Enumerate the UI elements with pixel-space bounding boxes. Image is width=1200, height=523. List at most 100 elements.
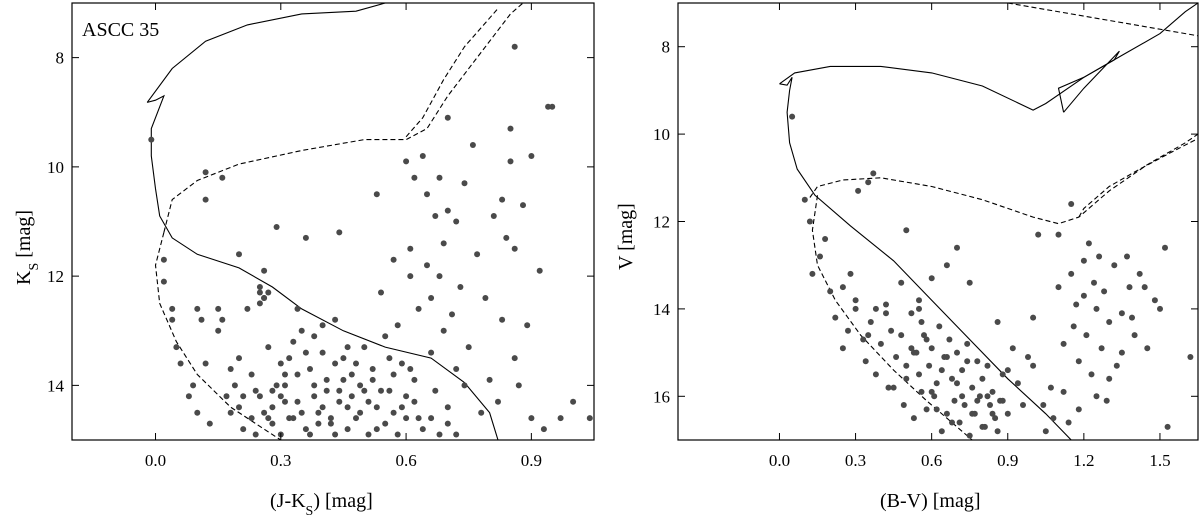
left-y-tick-label: 12 bbox=[47, 267, 64, 286]
right-star-point bbox=[1060, 388, 1067, 395]
left-star-point bbox=[386, 355, 393, 362]
left-star-point bbox=[557, 415, 564, 422]
right-star-point bbox=[916, 305, 922, 312]
right-star-point bbox=[961, 402, 968, 408]
right-star-point bbox=[994, 319, 1001, 325]
left-star-point bbox=[503, 234, 510, 241]
right-isochrone-solid bbox=[779, 77, 1072, 440]
left-star-point bbox=[286, 355, 293, 362]
left-star-point bbox=[332, 316, 339, 323]
right-star-point bbox=[893, 354, 900, 360]
right-star-point bbox=[885, 384, 892, 391]
left-star-point bbox=[344, 404, 351, 411]
left-star-point bbox=[240, 393, 247, 400]
left-star-point bbox=[403, 393, 410, 400]
right-star-point bbox=[933, 406, 940, 413]
right-star-point bbox=[949, 375, 955, 382]
left-isochrone-dashed-lower bbox=[154, 232, 282, 440]
right-star-point bbox=[1164, 423, 1171, 430]
left-star-point bbox=[277, 360, 284, 367]
right-star-point bbox=[1075, 358, 1082, 365]
right-star-point bbox=[827, 288, 834, 295]
left-star-point bbox=[444, 207, 451, 214]
right-star-point bbox=[860, 336, 867, 343]
right-star-point bbox=[1068, 270, 1075, 277]
left-star-point bbox=[198, 316, 205, 323]
left-star-point bbox=[495, 398, 501, 405]
right-star-point bbox=[918, 319, 925, 325]
right-star-point bbox=[1129, 314, 1135, 321]
right-star-point bbox=[1106, 375, 1113, 382]
left-star-point bbox=[202, 360, 209, 367]
left-star-point bbox=[265, 415, 272, 422]
left-star-point bbox=[294, 371, 301, 378]
left-star-point bbox=[432, 213, 439, 219]
right-star-point bbox=[1073, 301, 1080, 308]
left-star-point bbox=[256, 284, 263, 290]
left-star-point bbox=[586, 415, 593, 422]
right-star-point bbox=[908, 345, 915, 352]
right-star-point bbox=[870, 170, 877, 177]
right-star-point bbox=[979, 423, 986, 430]
left-star-point bbox=[524, 322, 531, 329]
left-star-point bbox=[311, 393, 318, 400]
right-star-point bbox=[877, 340, 884, 347]
left-star-point bbox=[240, 426, 247, 433]
left-star-point bbox=[336, 229, 343, 236]
right-star-point bbox=[974, 397, 981, 404]
left-x-tick-label: 0.6 bbox=[395, 451, 416, 470]
left-star-point bbox=[336, 398, 343, 405]
left-star-point bbox=[323, 387, 330, 394]
left-star-point bbox=[373, 191, 380, 198]
left-star-point bbox=[457, 284, 464, 290]
right-star-point bbox=[923, 406, 930, 413]
right-star-point bbox=[898, 332, 905, 339]
left-star-point bbox=[290, 338, 297, 345]
right-plot-frame bbox=[677, 2, 1199, 441]
right-star-point bbox=[928, 345, 935, 352]
right-star-point bbox=[1136, 270, 1143, 277]
left-star-point bbox=[223, 393, 230, 400]
right-star-point bbox=[801, 196, 808, 203]
right-x-tick-label: 0.9 bbox=[997, 451, 1018, 470]
left-star-point bbox=[390, 409, 397, 416]
right-star-point bbox=[989, 388, 996, 395]
left-star-point bbox=[202, 169, 209, 176]
left-star-point bbox=[407, 366, 414, 372]
left-star-point bbox=[248, 415, 255, 422]
left-star-point bbox=[319, 404, 326, 411]
left-star-point bbox=[269, 387, 276, 394]
left-star-point bbox=[373, 426, 380, 433]
left-star-point bbox=[319, 349, 326, 356]
left-star-point bbox=[428, 295, 435, 301]
right-star-point bbox=[969, 384, 976, 391]
left-star-point bbox=[507, 158, 514, 165]
left-star-point bbox=[261, 267, 268, 274]
left-star-point bbox=[227, 409, 234, 416]
right-star-point bbox=[1014, 380, 1021, 387]
left-star-point bbox=[311, 333, 318, 340]
right-star-point bbox=[1020, 402, 1026, 408]
left-star-point bbox=[273, 224, 280, 230]
right-star-point bbox=[943, 262, 950, 269]
left-y-tick-label: 8 bbox=[56, 49, 65, 68]
left-star-point bbox=[273, 382, 280, 389]
left-star-point bbox=[323, 376, 330, 383]
left-star-point bbox=[449, 311, 455, 318]
left-star-point bbox=[227, 366, 234, 372]
left-star-point bbox=[365, 398, 372, 405]
left-star-point bbox=[219, 174, 226, 181]
left-x-tick-label: 0.0 bbox=[145, 451, 166, 470]
right-star-point bbox=[865, 179, 872, 186]
right-star-point bbox=[949, 419, 955, 426]
right-star-point bbox=[984, 393, 991, 400]
left-star-point bbox=[294, 398, 301, 405]
left-star-point bbox=[424, 191, 430, 198]
left-star-point bbox=[403, 415, 410, 422]
left-star-point bbox=[398, 404, 405, 411]
left-star-point bbox=[478, 409, 485, 416]
right-star-point bbox=[1098, 345, 1105, 352]
right-star-point bbox=[1055, 231, 1062, 238]
left-star-point bbox=[307, 431, 313, 438]
left-star-point bbox=[236, 404, 242, 411]
